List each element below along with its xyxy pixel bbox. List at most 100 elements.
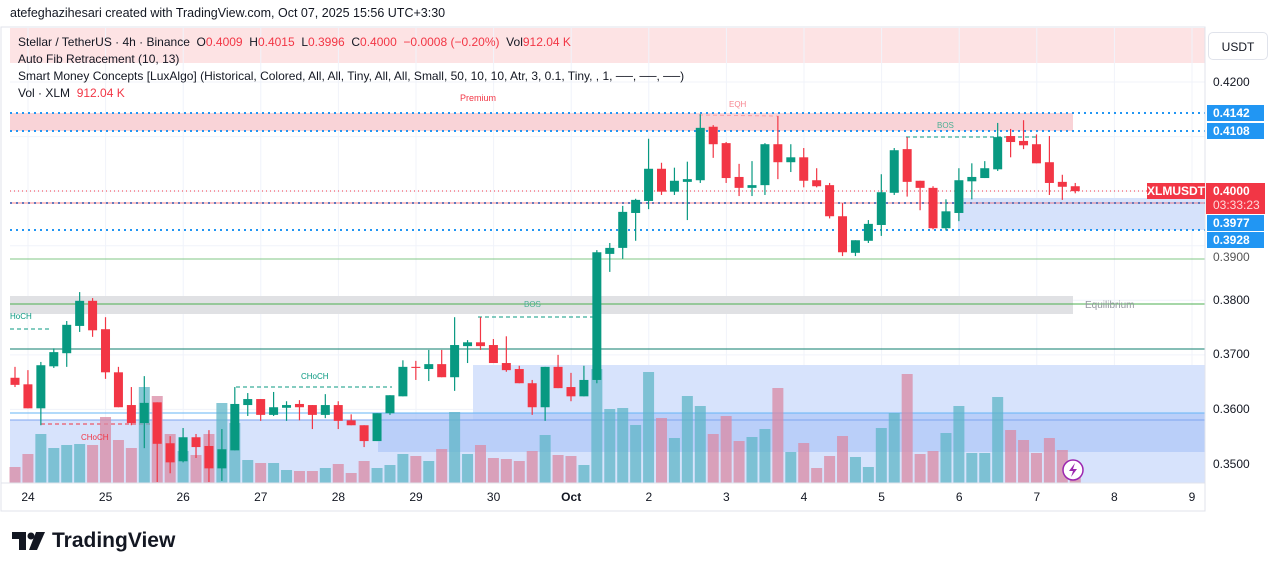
- volume-bar: [1005, 430, 1017, 483]
- candle: [657, 162, 666, 195]
- volume-bar: [436, 449, 448, 483]
- time-tick: 7: [1033, 490, 1041, 504]
- equilibrium-label: Equilibrium: [1085, 300, 1135, 311]
- currency-button[interactable]: USDT: [1208, 32, 1268, 60]
- lightning-icon[interactable]: [1062, 459, 1084, 481]
- volume-bar: [746, 437, 758, 483]
- indicator-fib[interactable]: Auto Fib Retracement (10, 13): [18, 52, 180, 66]
- candle-body: [825, 185, 835, 217]
- volume-bar: [837, 436, 849, 483]
- candle-body: [10, 377, 20, 385]
- volume-bar: [319, 468, 331, 483]
- volume-bar: [901, 374, 913, 483]
- candle: [398, 360, 408, 397]
- volume-bar: [824, 456, 836, 483]
- candle-body: [475, 342, 485, 347]
- volume-bar: [875, 428, 887, 483]
- candle: [967, 163, 977, 200]
- candle: [825, 182, 835, 219]
- candle: [230, 387, 240, 451]
- candle: [372, 413, 382, 442]
- volume-bar: [332, 464, 344, 483]
- candle: [424, 349, 434, 382]
- candle: [592, 250, 602, 384]
- volume-bar: [74, 444, 86, 483]
- open-label: O: [196, 35, 206, 49]
- volume-bar: [1056, 450, 1068, 483]
- candle: [501, 336, 511, 372]
- time-tick: 29: [409, 490, 423, 504]
- candle: [850, 240, 860, 257]
- time-tick: 8: [1111, 490, 1118, 504]
- volume-bar: [48, 448, 60, 483]
- volume-bar: [888, 413, 900, 483]
- candle-body: [294, 403, 304, 408]
- candle-body: [385, 395, 395, 414]
- candle-body: [165, 443, 175, 463]
- candle: [527, 379, 537, 415]
- volume-bar: [190, 455, 202, 483]
- indicator-volume[interactable]: Vol · XLM 912.04 K: [18, 86, 125, 100]
- candle: [126, 387, 136, 426]
- bos-label: BOS: [937, 121, 954, 130]
- candle: [346, 414, 356, 426]
- candle: [165, 436, 175, 474]
- volume-bar: [591, 369, 603, 483]
- candle-body: [669, 180, 679, 192]
- candle: [812, 168, 822, 188]
- candle-body: [618, 211, 628, 248]
- candle: [695, 114, 705, 183]
- candle: [191, 433, 201, 458]
- candle-body: [850, 240, 860, 253]
- volume-bar: [862, 467, 874, 483]
- candle: [514, 365, 524, 384]
- volume-bar: [966, 453, 978, 483]
- candle-body: [993, 137, 1003, 170]
- candle-body: [230, 403, 240, 451]
- price-tick: 0.3500: [1213, 457, 1250, 471]
- volume-bar: [772, 388, 784, 483]
- change-value: −0.0008 (−0.20%): [403, 35, 500, 49]
- candle: [36, 361, 46, 426]
- candle-body: [424, 364, 434, 370]
- candle: [269, 391, 279, 416]
- volume-bar: [410, 456, 422, 483]
- candle-body: [320, 405, 330, 415]
- symbol-legend[interactable]: Stellar / TetherUS · 4h · Binance O0.400…: [18, 35, 571, 49]
- volume-bar: [979, 453, 991, 483]
- candle-body: [75, 300, 85, 326]
- volume-bar: [125, 448, 137, 483]
- bar-countdown: 03:33:23: [1213, 198, 1260, 212]
- candle-body: [243, 399, 253, 406]
- tradingview-logo-icon: [12, 532, 45, 550]
- candle-body: [217, 449, 227, 469]
- fib-price-badge: 0.3977: [1207, 215, 1264, 231]
- candle: [204, 430, 214, 482]
- premium-label: Premium: [460, 93, 497, 103]
- volume-bar: [811, 468, 823, 483]
- time-tick: Oct: [561, 490, 582, 504]
- candle: [928, 186, 938, 230]
- candle-body: [553, 366, 563, 389]
- indicator-smc[interactable]: Smart Money Concepts [LuxAlgo] (Historic…: [18, 69, 685, 83]
- price-tick: 0.3700: [1213, 347, 1250, 361]
- candle: [708, 125, 718, 158]
- volume-bar: [927, 451, 939, 483]
- volume-bar: [306, 471, 318, 483]
- time-tick: 4: [800, 490, 808, 504]
- symbol-name: Stellar / TetherUS · 4h · Binance: [18, 35, 190, 49]
- candle: [1044, 136, 1054, 195]
- volume-bar: [565, 456, 577, 483]
- candle: [566, 372, 576, 402]
- volume-bar: [449, 412, 461, 483]
- volume-bar: [112, 440, 124, 483]
- price-tick-3900: 0.3900: [1213, 250, 1250, 264]
- tradingview-logo[interactable]: TradingView: [12, 529, 175, 553]
- candle: [307, 405, 317, 430]
- candle-body: [760, 144, 770, 186]
- candle: [217, 429, 227, 481]
- volume-bar: [552, 455, 564, 483]
- close-label: C: [351, 35, 361, 49]
- candle: [863, 220, 873, 243]
